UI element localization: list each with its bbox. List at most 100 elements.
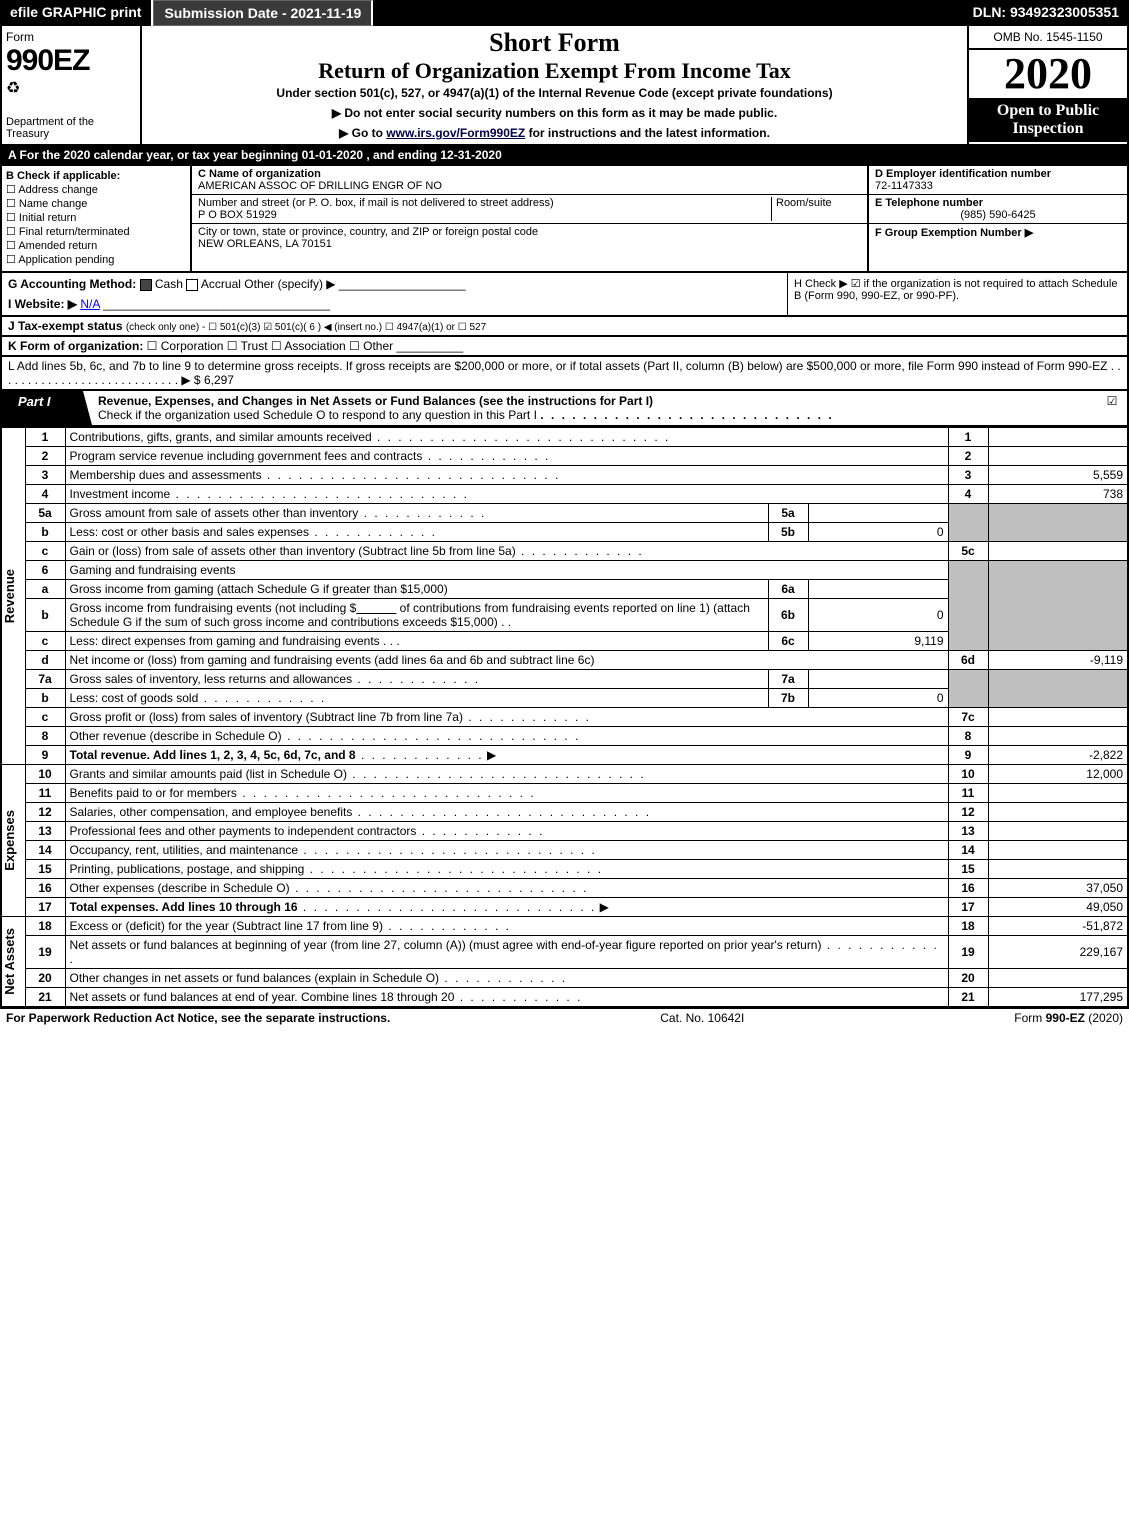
chk-final-return[interactable]: Final return/terminated [6,225,186,238]
h-check: H Check ▶ ☑ if the organization is not r… [787,273,1127,315]
part1-checkbox[interactable]: ☑ [1097,391,1127,425]
l6-desc: Gaming and fundraising events [65,561,948,580]
rn-4: 4 [948,485,988,504]
col-def: D Employer identification number 72-1147… [867,166,1127,271]
l14-desc: Occupancy, rent, utilities, and maintena… [65,841,948,860]
rv-19: 229,167 [988,936,1128,969]
row-gh: G Accounting Method: Cash Accrual Other … [0,273,1129,317]
sl-7a: 7a [768,670,808,689]
l21-desc: Net assets or fund balances at end of ye… [65,988,948,1008]
rv-4: 738 [988,485,1128,504]
chk-address-change[interactable]: Address change [6,183,186,196]
chk-cash[interactable] [140,279,152,291]
col-c-entity: C Name of organization AMERICAN ASSOC OF… [192,166,867,271]
l4-desc: Investment income [65,485,948,504]
net-vlabel: Net Assets [1,917,25,1008]
ln-9: 9 [25,746,65,765]
rv-16: 37,050 [988,879,1128,898]
chk-accrual[interactable] [186,279,198,291]
rv-8 [988,727,1128,746]
rn-7c: 7c [948,708,988,727]
l3-desc: Membership dues and assessments [65,466,948,485]
part1-sub: Check if the organization used Schedule … [98,408,537,422]
irs-link[interactable]: www.irs.gov/Form990EZ [386,126,525,140]
k-rest: ☐ Corporation ☐ Trust ☐ Association ☐ Ot… [147,339,393,353]
l19-desc: Net assets or fund balances at beginning… [65,936,948,969]
ln-7b: b [25,689,65,708]
ein-block: D Employer identification number 72-1147… [869,166,1127,195]
part1-title: Revenue, Expenses, and Changes in Net As… [92,391,1097,425]
ln-11: 11 [25,784,65,803]
rv-6-shade [988,561,1128,651]
rv-11 [988,784,1128,803]
k-label: K Form of organization: [8,339,143,353]
ln-10: 10 [25,765,65,784]
l6a-desc: Gross income from gaming (attach Schedul… [65,580,768,599]
g-other: Other (specify) ▶ [244,277,335,291]
street-label: Number and street (or P. O. box, if mail… [198,197,554,209]
l5a-desc: Gross amount from sale of assets other t… [65,504,768,523]
rn-18: 18 [948,917,988,936]
ln-13: 13 [25,822,65,841]
rv-6d: -9,119 [988,651,1128,670]
row-j: J Tax-exempt status (check only one) - ☐… [0,317,1129,337]
row-a-period: A For the 2020 calendar year, or tax yea… [0,146,1129,166]
open-public-badge: Open to Public Inspection [969,98,1127,142]
g-label: G Accounting Method: [8,277,136,291]
website-link[interactable]: N/A [80,297,99,311]
ln-6c: c [25,632,65,651]
omb-number: OMB No. 1545-1150 [969,26,1127,50]
rv-15 [988,860,1128,879]
rv-21: 177,295 [988,988,1128,1008]
rn-11: 11 [948,784,988,803]
ln-12: 12 [25,803,65,822]
header-left: Form 990EZ ♻ Department of the Treasury [2,26,142,144]
rv-17: 49,050 [988,898,1128,917]
ln-7c: c [25,708,65,727]
sl-5b: 5b [768,523,808,542]
l7a-desc: Gross sales of inventory, less returns a… [65,670,768,689]
rn-2: 2 [948,447,988,466]
footer-mid: Cat. No. 10642I [390,1011,1014,1025]
rn-6-shade [948,561,988,651]
ln-15: 15 [25,860,65,879]
l18-desc: Excess or (deficit) for the year (Subtra… [65,917,948,936]
l15-desc: Printing, publications, postage, and shi… [65,860,948,879]
chk-application-pending[interactable]: Application pending [6,253,186,266]
rn-9: 9 [948,746,988,765]
j-rest: (check only one) - ☐ 501(c)(3) ☑ 501(c)(… [126,322,486,333]
rv-3: 5,559 [988,466,1128,485]
rn-5c: 5c [948,542,988,561]
rn-19: 19 [948,936,988,969]
group-exemption-block: F Group Exemption Number ▶ [869,224,1127,241]
chk-amended-return[interactable]: Amended return [6,239,186,252]
chk-name-change[interactable]: Name change [6,197,186,210]
rn-17: 17 [948,898,988,917]
rn-3: 3 [948,466,988,485]
l2-desc: Program service revenue including govern… [65,447,948,466]
submission-date-button[interactable]: Submission Date - 2021-11-19 [153,0,373,26]
form-header: Form 990EZ ♻ Department of the Treasury … [0,26,1129,146]
d-label: D Employer identification number [875,168,1051,180]
ln-5c: c [25,542,65,561]
ln-8: 8 [25,727,65,746]
ln-4: 4 [25,485,65,504]
l8-desc: Other revenue (describe in Schedule O) [65,727,948,746]
chk-initial-return[interactable]: Initial return [6,211,186,224]
l13-desc: Professional fees and other payments to … [65,822,948,841]
city-row: City or town, state or province, country… [192,224,867,252]
sv-7b: 0 [808,689,948,708]
goto-pre: ▶ Go to [339,126,386,140]
l5c-desc: Gain or (loss) from sale of assets other… [65,542,948,561]
ln-21: 21 [25,988,65,1008]
l6d-desc: Net income or (loss) from gaming and fun… [65,651,948,670]
sv-5b: 0 [808,523,948,542]
col-b-checkboxes: B Check if applicable: Address change Na… [2,166,192,271]
rn-15: 15 [948,860,988,879]
l6b-desc: Gross income from fundraising events (no… [65,599,768,632]
goto-post: for instructions and the latest informat… [529,126,770,140]
sl-6a: 6a [768,580,808,599]
city-label: City or town, state or province, country… [198,226,538,238]
rv-9: -2,822 [988,746,1128,765]
g-cash: Cash [155,277,183,291]
